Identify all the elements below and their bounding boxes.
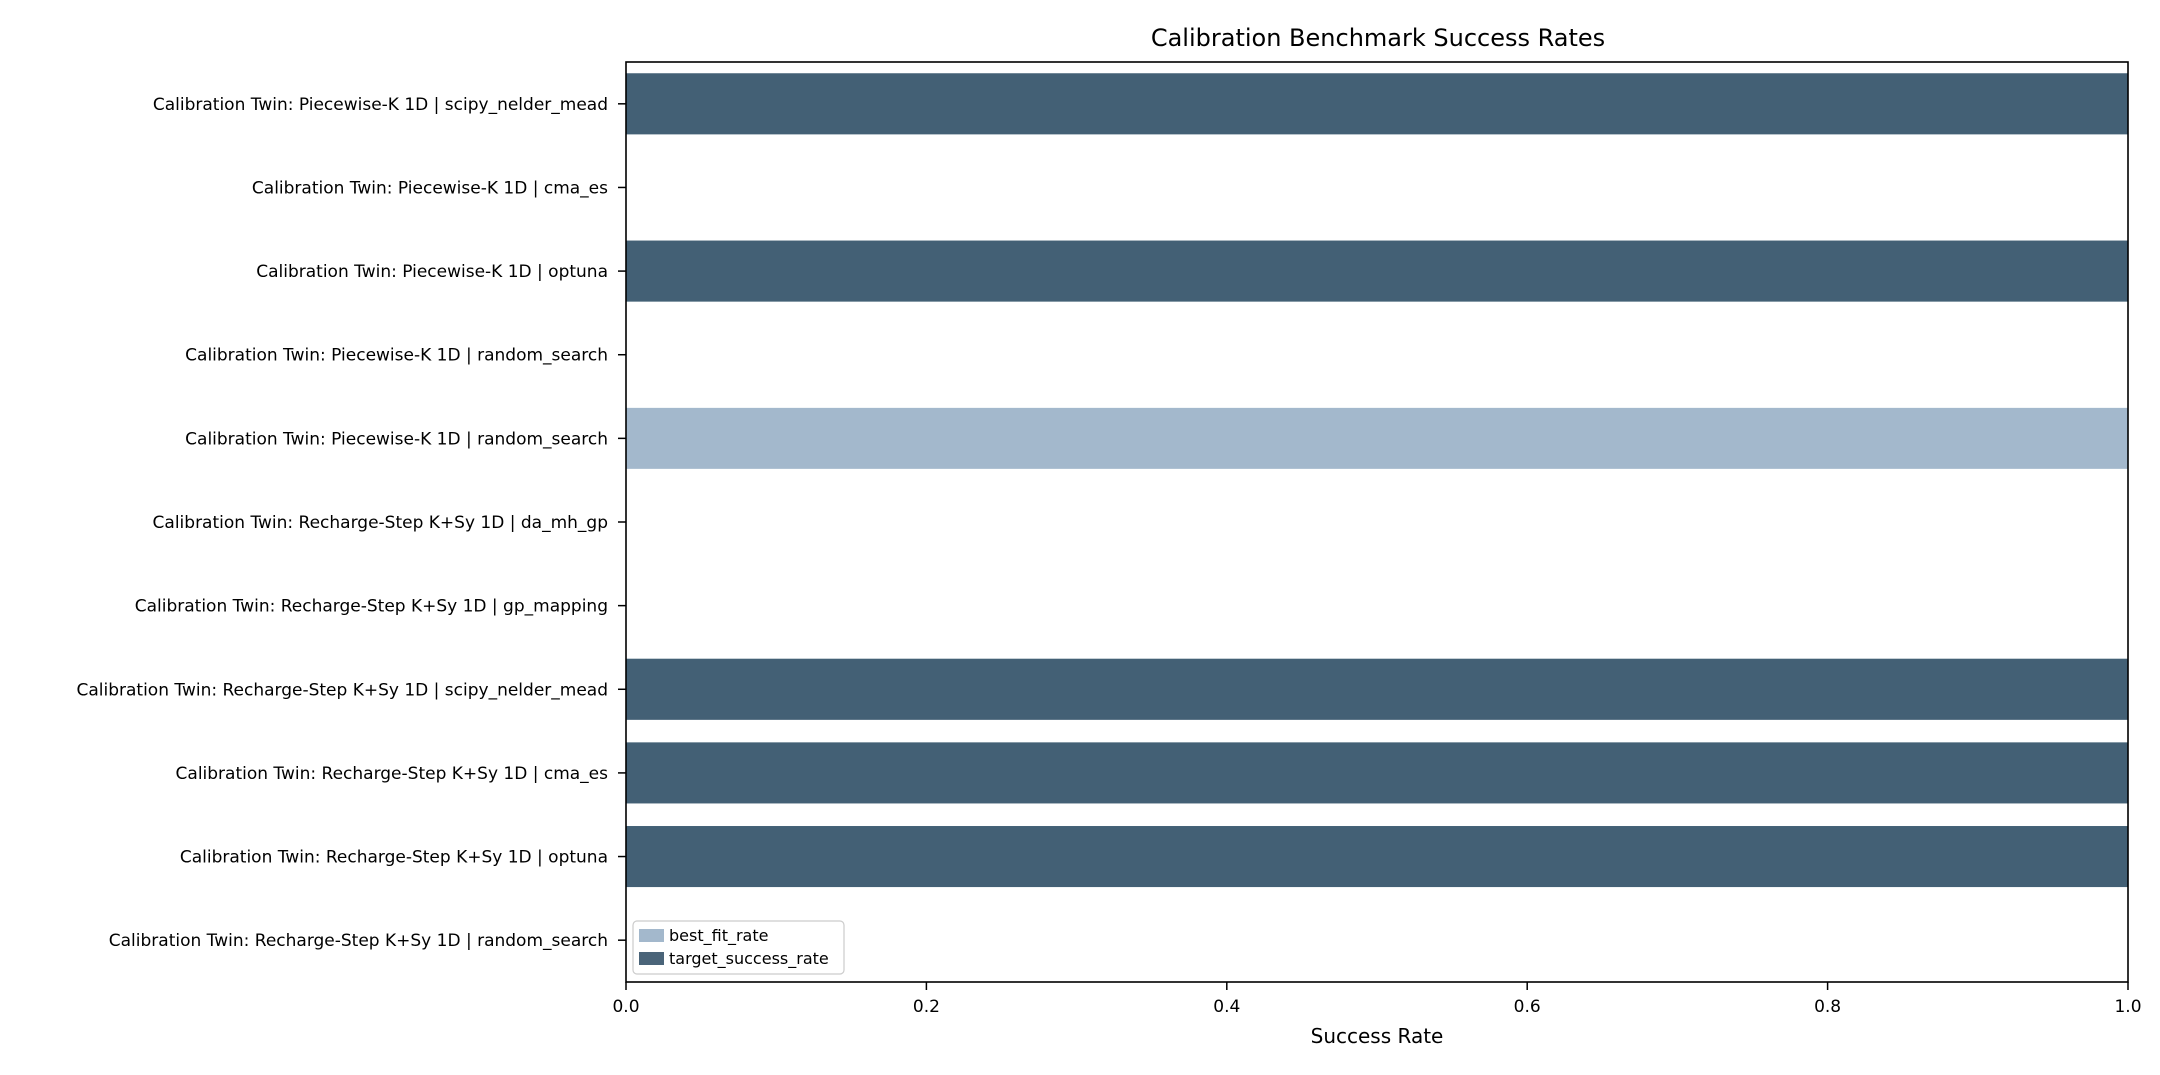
legend-label: best_fit_rate	[669, 926, 768, 946]
bar-target-success-rate	[626, 658, 2128, 720]
legend-swatch	[639, 929, 664, 942]
x-tick-label: 0.8	[1814, 997, 1841, 1017]
bar-target-success-rate	[626, 240, 2128, 302]
y-tick-label: Calibration Twin: Piecewise-K 1D | cma_e…	[252, 178, 608, 198]
x-axis-label: Success Rate	[1311, 1024, 1444, 1048]
y-tick-label: Calibration Twin: Recharge-Step K+Sy 1D …	[135, 597, 608, 617]
y-tick-label: Calibration Twin: Piecewise-K 1D | optun…	[256, 262, 608, 282]
y-tick-label: Calibration Twin: Recharge-Step K+Sy 1D …	[109, 931, 608, 951]
chart-title: Calibration Benchmark Success Rates	[1151, 24, 1605, 52]
y-tick-label: Calibration Twin: Recharge-Step K+Sy 1D …	[176, 764, 609, 784]
legend: best_fit_rate target_success_rate	[632, 920, 845, 975]
x-tick-label: 0.6	[1514, 997, 1541, 1017]
y-tick-label: Calibration Twin: Recharge-Step K+Sy 1D …	[76, 680, 608, 700]
bar-target-success-rate	[626, 73, 2128, 135]
x-tick-label: 0.4	[1213, 997, 1240, 1017]
y-axis: Calibration Twin: Piecewise-K 1D | scipy…	[76, 95, 626, 951]
legend-box	[632, 920, 845, 975]
y-tick-label: Calibration Twin: Piecewise-K 1D | rando…	[185, 429, 608, 449]
y-tick-label: Calibration Twin: Piecewise-K 1D | rando…	[185, 346, 608, 366]
x-tick-label: 1.0	[2114, 997, 2141, 1017]
legend-swatch	[639, 952, 664, 965]
bar-best-fit-rate	[626, 407, 2128, 469]
bar-target-success-rate	[626, 742, 2128, 804]
bars-layer	[626, 73, 2128, 888]
y-tick-label: Calibration Twin: Piecewise-K 1D | scipy…	[153, 95, 608, 115]
x-tick-label: 0.0	[612, 997, 639, 1017]
y-tick-label: Calibration Twin: Recharge-Step K+Sy 1D …	[180, 848, 608, 868]
bar-target-success-rate	[626, 826, 2128, 888]
x-axis: 0.0 0.2 0.4 0.6 0.8 1.0	[612, 982, 2142, 1017]
legend-label: target_success_rate	[669, 949, 829, 969]
y-tick-label: Calibration Twin: Recharge-Step K+Sy 1D …	[153, 513, 608, 533]
x-tick-label: 0.2	[913, 997, 940, 1017]
